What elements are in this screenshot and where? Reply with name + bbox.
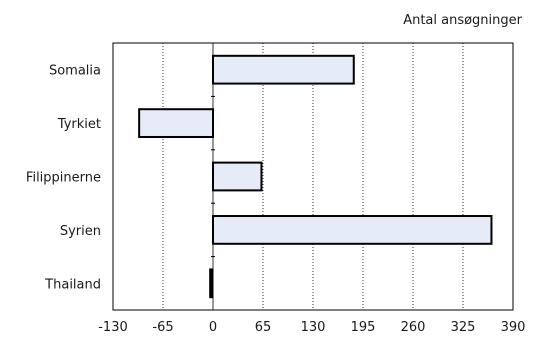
category-label: Somalia [49, 64, 101, 79]
x-tick-label: 325 [451, 320, 476, 335]
x-tick-label: 130 [301, 320, 326, 335]
x-tick-label: 195 [351, 320, 376, 335]
category-labels: Somalia Tyrkiet Filippinerne Syrien Thailand [26, 64, 101, 293]
x-tick-label: 65 [255, 320, 272, 335]
category-label: Syrien [60, 224, 101, 239]
y-ticks [211, 95, 215, 258]
x-tick-label: -65 [152, 320, 173, 335]
bar-filippinerne [212, 161, 263, 192]
category-label: Tyrkiet [57, 117, 101, 132]
x-tick-label: 260 [401, 320, 426, 335]
bar-somalia [212, 54, 355, 85]
bar-thailand [209, 268, 214, 299]
bars [138, 54, 493, 299]
x-tick-label: 390 [501, 320, 526, 335]
bar-tyrkiet [138, 108, 214, 138]
category-label: Filippinerne [26, 171, 101, 186]
x-tick-labels: -130 -65 0 65 130 195 260 325 390 [98, 320, 525, 335]
x-tick-label: 0 [209, 320, 217, 335]
x-tick-label: -130 [98, 320, 128, 335]
bar-syrien [212, 215, 493, 245]
category-label: Thailand [44, 277, 101, 292]
x-axis-title: Antal ansøgninger [403, 13, 522, 28]
